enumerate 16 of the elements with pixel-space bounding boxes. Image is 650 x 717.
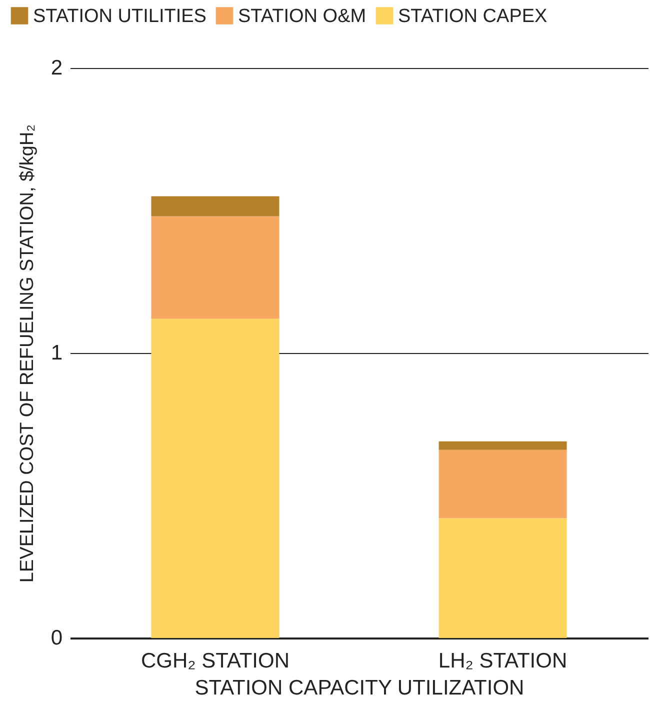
bar (438, 450, 567, 518)
x-axis-title: STATION CAPACITY UTILIZATION (194, 676, 524, 700)
bar (438, 441, 567, 450)
bar (151, 216, 280, 319)
bar (151, 196, 280, 216)
y-tick-label: 2 (50, 56, 62, 80)
legend-label: STATION UTILITIES (33, 6, 206, 27)
y-axis-title: LEVELIZED COST OF REFUELING STATION, $/kgH₂ (16, 124, 38, 583)
bar (151, 318, 280, 638)
y-tick-label: 0 (50, 626, 62, 650)
x-tick-label: LH₂ STATION (438, 650, 568, 672)
y-tick-label: 1 (50, 342, 62, 364)
legend-label: STATION CAPEX (398, 6, 548, 27)
x-tick-label: CGH₂ STATION (140, 650, 290, 672)
legend-label: STATION O&M (238, 6, 366, 27)
bar (438, 518, 567, 638)
